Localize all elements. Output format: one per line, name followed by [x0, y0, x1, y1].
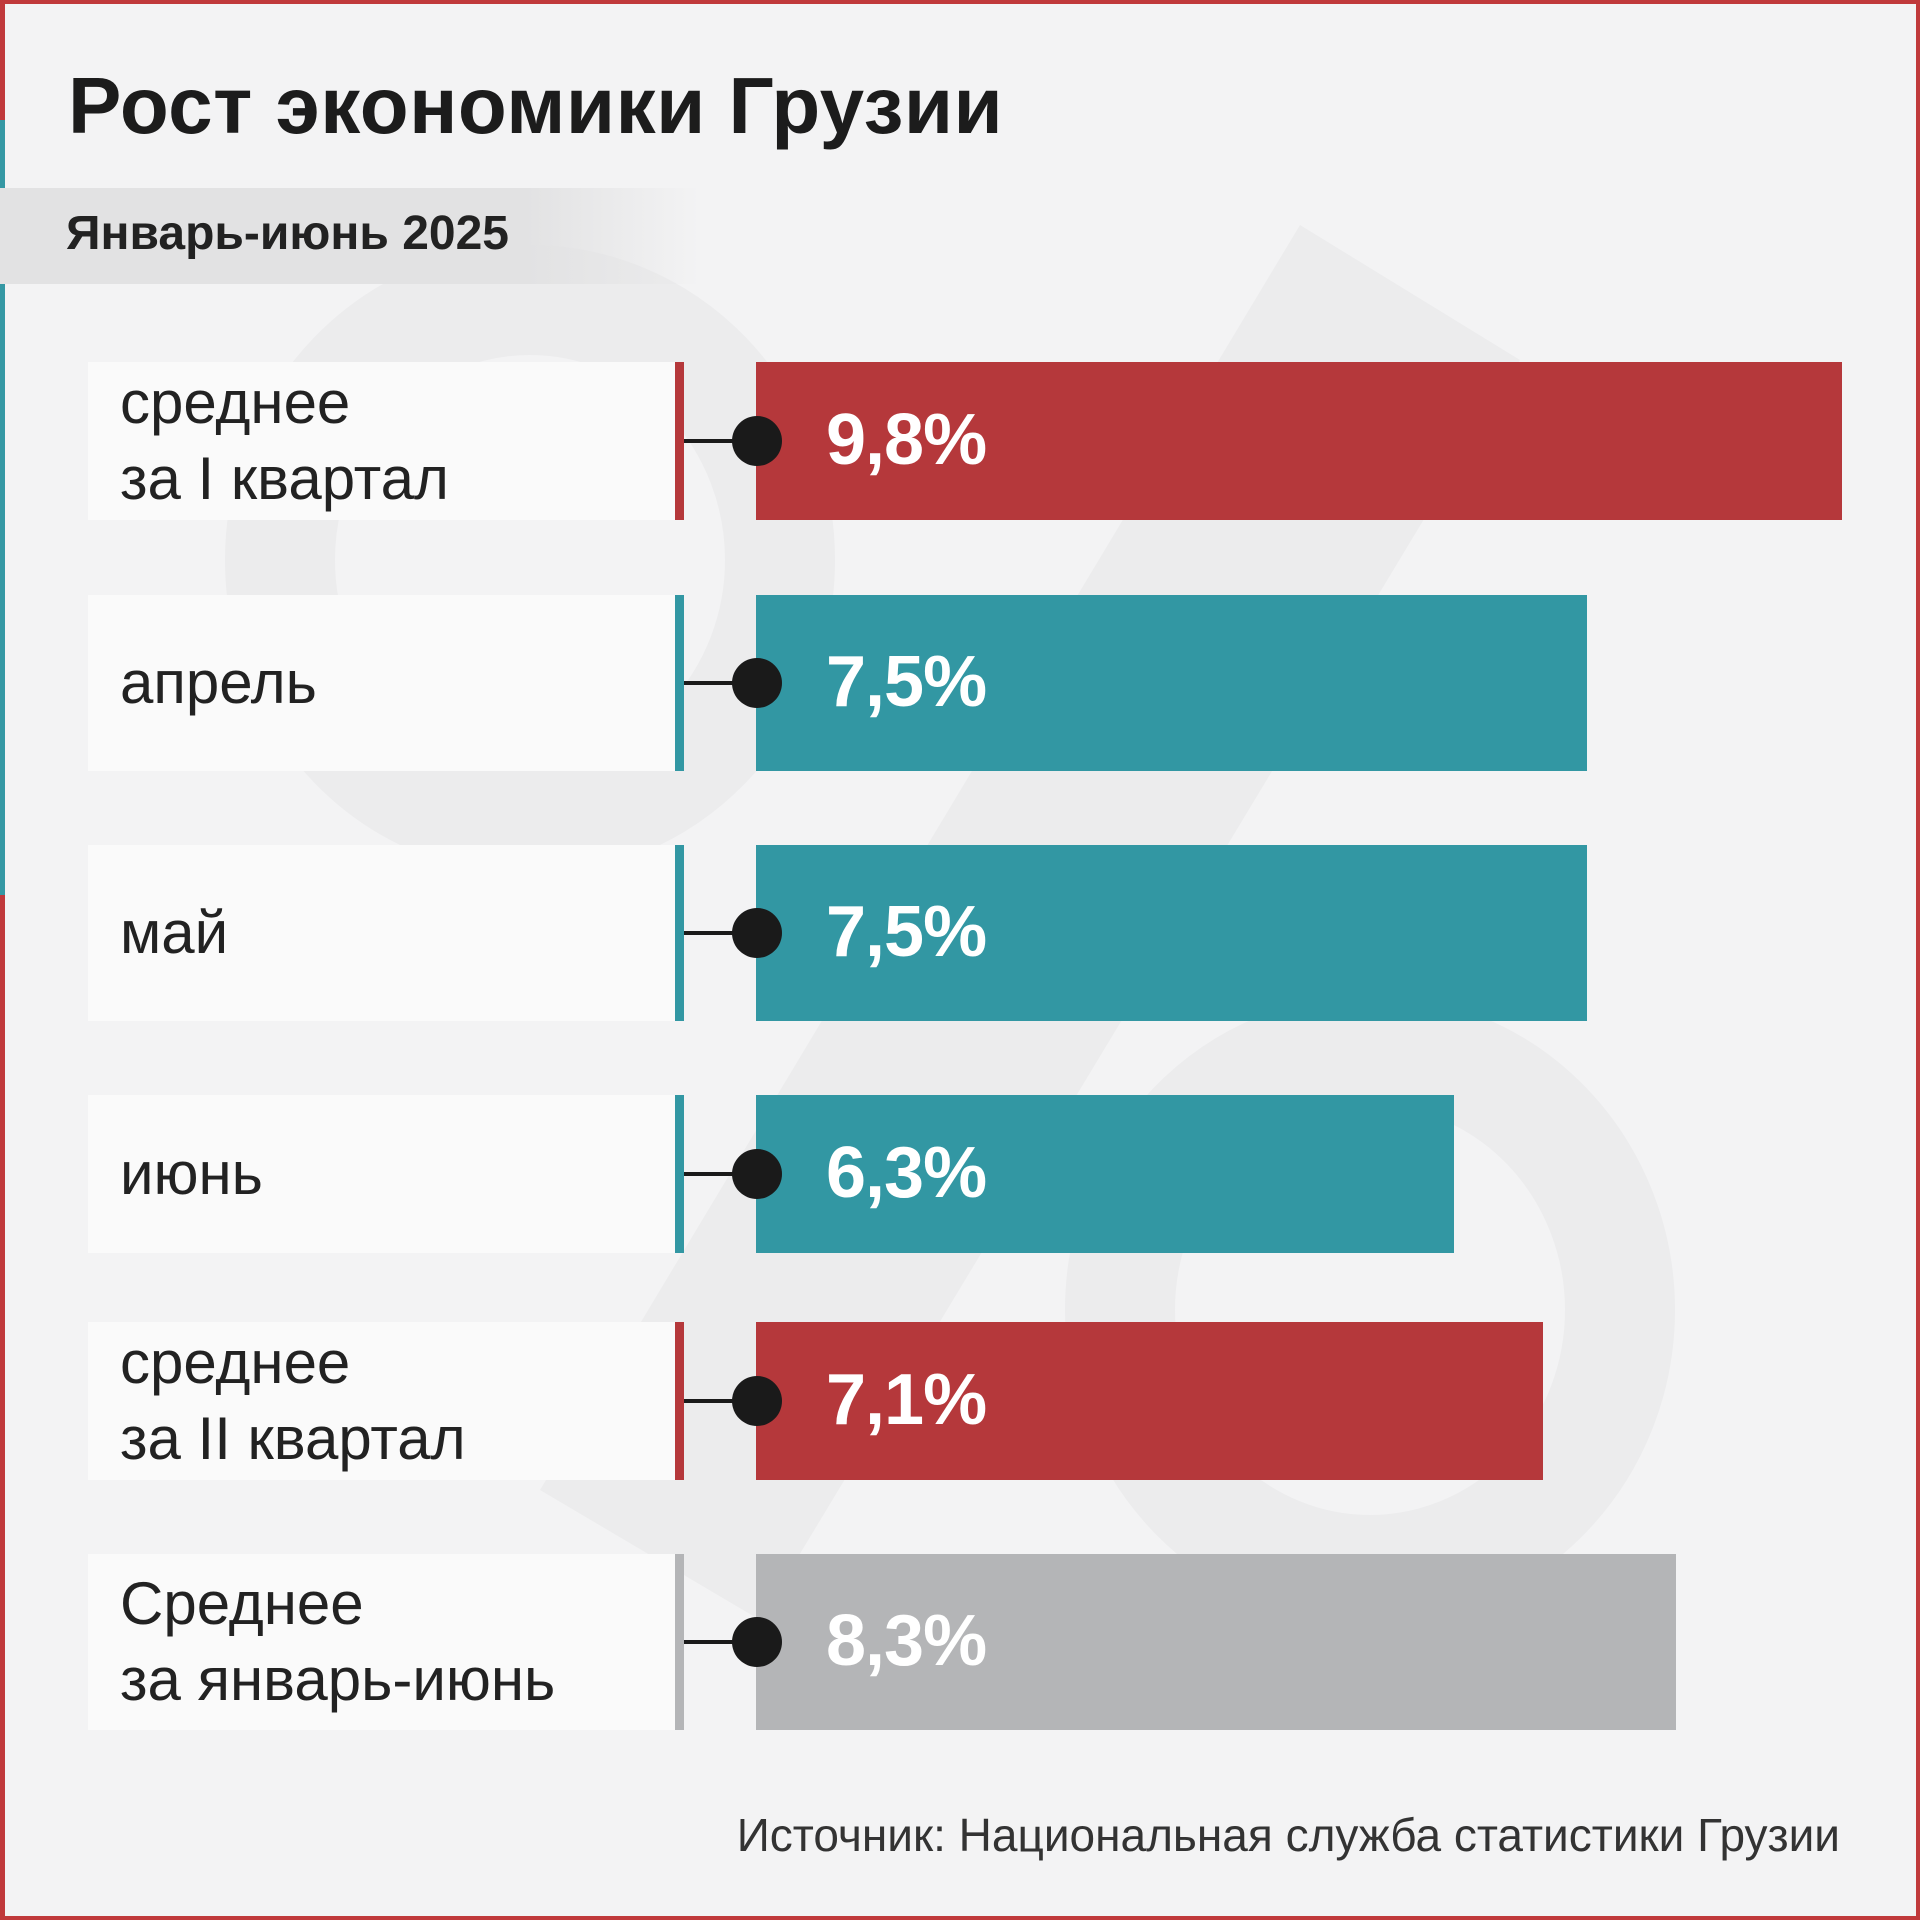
bar-value-label: 8,3%: [826, 1601, 987, 1681]
connector-dot: [732, 416, 782, 466]
frame-left: [0, 0, 5, 120]
label-accent: [675, 595, 684, 771]
label-accent: [675, 1322, 684, 1480]
category-label: Среднее за январь-июнь: [88, 1554, 675, 1730]
connector-line: [684, 439, 758, 443]
connector-dot: [732, 658, 782, 708]
connector-dot: [732, 908, 782, 958]
category-label-text: май: [120, 899, 229, 966]
bar: 7,5%: [756, 595, 1587, 771]
connector-line: [684, 1399, 758, 1403]
frame-left: [0, 895, 5, 1920]
source-note: Источник: Национальная служба статистики…: [736, 1809, 1840, 1861]
connector-line: [684, 1172, 758, 1176]
category-label-text: июнь: [120, 1140, 263, 1207]
frame-left-accent: [0, 120, 5, 895]
frame-bottom: [0, 1916, 1920, 1920]
connector-dot: [732, 1149, 782, 1199]
category-label-text: среднее за II квартал: [120, 1329, 466, 1472]
label-accent: [675, 1554, 684, 1730]
connector-line: [684, 1640, 758, 1644]
category-label: июнь: [88, 1095, 675, 1253]
category-label-text: среднее за I квартал: [120, 369, 449, 512]
bar: 9,8%: [756, 362, 1842, 520]
bar-value-label: 7,5%: [826, 642, 987, 722]
category-label: среднее за I квартал: [88, 362, 675, 520]
bar-value-label: 9,8%: [826, 400, 987, 480]
label-accent: [675, 362, 684, 520]
subtitle-band: [0, 188, 700, 284]
category-label-text: апрель: [120, 649, 317, 716]
bar: 7,5%: [756, 845, 1587, 1021]
bar: 6,3%: [756, 1095, 1454, 1253]
bar-value-label: 7,5%: [826, 892, 987, 972]
connector-dot: [732, 1376, 782, 1426]
bar-value-label: 7,1%: [826, 1360, 987, 1440]
connector-line: [684, 931, 758, 935]
frame-top: [0, 0, 1920, 4]
category-label: апрель: [88, 595, 675, 771]
label-accent: [675, 1095, 684, 1253]
bar: 8,3%: [756, 1554, 1676, 1730]
category-label: среднее за II квартал: [88, 1322, 675, 1480]
page-subtitle: Январь-июнь 2025: [66, 207, 509, 260]
bar: 7,1%: [756, 1322, 1543, 1480]
frame-right: [1916, 0, 1920, 1920]
connector-line: [684, 681, 758, 685]
category-label-text: Среднее за январь-июнь: [120, 1570, 556, 1713]
bar-value-label: 6,3%: [826, 1133, 987, 1213]
label-accent: [675, 845, 684, 1021]
connector-dot: [732, 1617, 782, 1667]
category-label: май: [88, 845, 675, 1021]
page-title: Рост экономики Грузии: [68, 61, 1004, 150]
